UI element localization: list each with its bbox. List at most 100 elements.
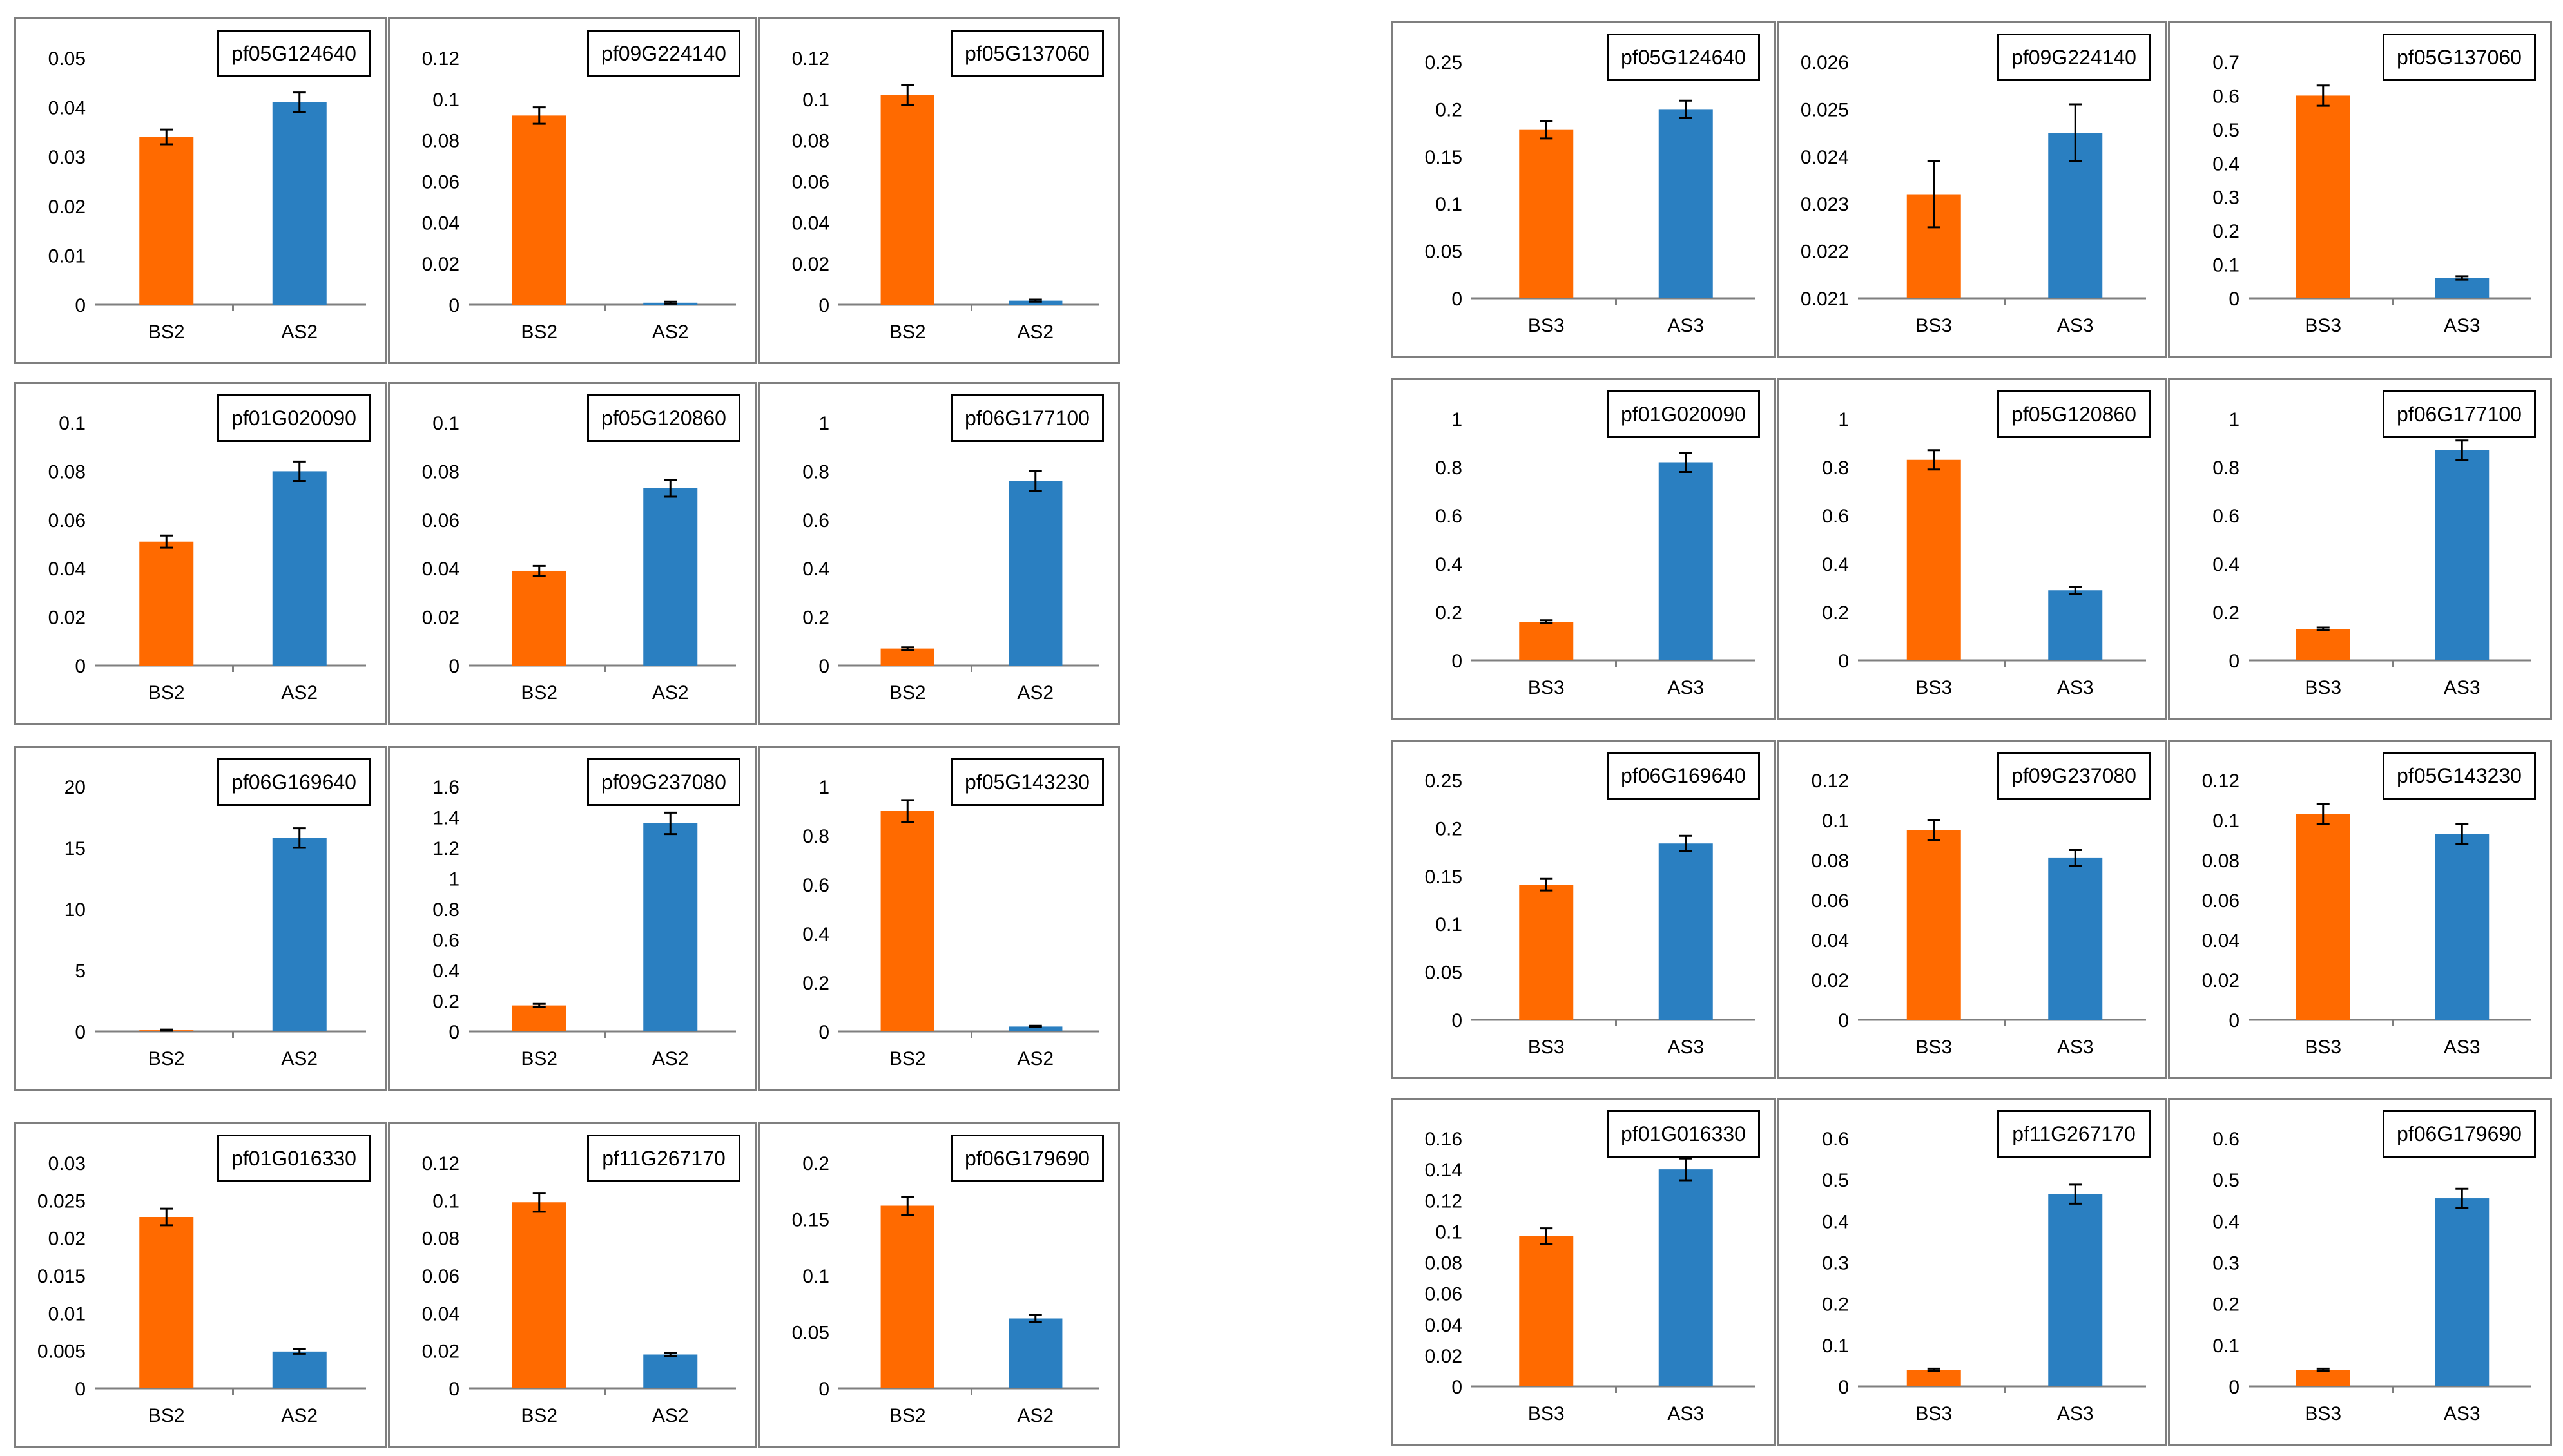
y-tick-label: 0.6: [802, 875, 829, 896]
chart-svg: 0 0.02 0.04 0.06 0.08 0.1 0.12 0.14 0.16 BS3 AS3: [1425, 1129, 1755, 1424]
y-tick-label: 0.2: [2212, 1294, 2239, 1316]
chart-svg: 0 0.2 0.4 0.6 0.8 1 BS2 AS2: [802, 413, 1099, 704]
chart-svg: 0 0.05 0.1 0.15 0.2 0.25 BS3 AS3: [1425, 771, 1755, 1058]
gene-label: pf01G020090: [217, 394, 371, 442]
y-tick-label: 0.2: [432, 991, 459, 1013]
bar-bs2: [139, 541, 194, 666]
x-tick-label: AS3: [2444, 315, 2481, 336]
x-tick-label: AS2: [652, 1405, 689, 1426]
chart-panel-pf06G179690: 0 0.1 0.2 0.3 0.4 0.5 0.6 BS3 AS3 pf06G179690: [2168, 1098, 2552, 1446]
y-tick-label: 0.12: [1812, 771, 1849, 792]
y-tick-label: 0.03: [48, 1153, 86, 1174]
y-tick-label: 0.2: [1435, 602, 1462, 624]
bar-as2: [1009, 300, 1063, 305]
y-tick-label: 0.023: [1801, 194, 1849, 215]
chart-svg: 0 0.01 0.02 0.03 0.04 0.05 BS2 AS2: [48, 48, 366, 343]
y-tick-label: 0: [818, 295, 829, 316]
y-tick-label: 0.1: [1822, 810, 1849, 832]
y-tick-label: 0.25: [1425, 771, 1462, 792]
y-tick-label: 0.04: [422, 213, 459, 234]
y-tick-label: 0.1: [432, 413, 459, 434]
y-tick-label: 1.4: [432, 808, 459, 829]
y-tick-label: 1: [818, 777, 829, 798]
error-bar-bs2: [160, 128, 173, 146]
y-tick-label: 0.4: [1822, 1211, 1849, 1232]
error-bar-as2: [664, 479, 677, 498]
bar-bs3: [2296, 1370, 2350, 1386]
y-tick-label: 0.2: [802, 608, 829, 629]
error-bar-as2: [293, 91, 306, 113]
y-tick-label: 0.1: [2212, 810, 2239, 832]
chart-svg: 0 0.2 0.4 0.6 0.8 1 1.2 1.4 1.6 BS2 AS2: [432, 777, 736, 1069]
y-tick-label: 0: [75, 1022, 86, 1043]
chart-svg: 0 0.2 0.4 0.6 0.8 1 BS2 AS2: [802, 777, 1099, 1069]
chart-panel-pf05G137060: 0 0.1 0.2 0.3 0.4 0.5 0.6 0.7 BS3 AS3 pf05G137060: [2168, 21, 2552, 358]
y-tick-label: 0.04: [1425, 1315, 1462, 1336]
bar-bs3: [1906, 459, 1961, 660]
x-tick-label: AS2: [652, 321, 689, 343]
y-tick-label: 0: [2229, 651, 2239, 672]
chart-panel-pf11G267170: 0 0.1 0.2 0.3 0.4 0.5 0.6 BS3 AS3 pf11G267170: [1777, 1098, 2167, 1446]
bar-as2: [272, 1351, 327, 1388]
x-tick-label: BS2: [521, 321, 557, 343]
y-tick-label: 0.02: [2202, 970, 2239, 991]
chart-panel-pf05G137060: 0 0.02 0.04 0.06 0.08 0.1 0.12 BS2 AS2 pf05G13706…: [758, 17, 1120, 364]
bar-as3: [2435, 278, 2490, 298]
y-tick-label: 0.08: [2202, 850, 2239, 872]
chart-panel-pf09G224140: 0.021 0.022 0.023 0.024 0.025 0.026 BS3 AS3 pf09…: [1777, 21, 2167, 358]
error-bar-bs3: [1540, 619, 1553, 624]
y-tick-label: 0.2: [1435, 99, 1462, 120]
x-tick-label: AS3: [1667, 1037, 1704, 1058]
y-tick-label: 0.6: [2212, 86, 2239, 107]
y-tick-label: 0.4: [802, 559, 829, 580]
y-tick-label: 0.12: [422, 1153, 459, 1174]
bar-as3: [2048, 1194, 2103, 1386]
y-tick-label: 0: [1451, 289, 1462, 310]
y-tick-label: 0: [818, 1022, 829, 1043]
y-tick-label: 0.05: [48, 48, 86, 70]
bar-as3: [1658, 462, 1713, 660]
y-tick-label: 0.15: [1425, 147, 1462, 168]
y-tick-label: 0.1: [432, 90, 459, 111]
x-tick-label: AS3: [1667, 1403, 1704, 1424]
error-bar-bs3: [2316, 1367, 2330, 1372]
y-tick-label: 0.12: [792, 48, 829, 70]
y-tick-label: 0.05: [1425, 242, 1462, 263]
x-tick-label: AS3: [2057, 315, 2094, 336]
bar-bs2: [512, 570, 566, 666]
y-tick-label: 0.04: [48, 98, 86, 119]
error-bar-bs3: [1927, 1367, 1940, 1372]
x-tick-label: BS2: [148, 321, 185, 343]
y-tick-label: 0: [1838, 1377, 1849, 1398]
y-tick-label: 0: [1451, 651, 1462, 672]
bar-as2: [272, 102, 327, 305]
y-tick-label: 0.06: [422, 510, 459, 532]
error-bar-bs2: [532, 106, 546, 125]
bar-bs3: [2296, 95, 2350, 298]
y-tick-label: 0.14: [1425, 1160, 1462, 1181]
bar-as2: [272, 471, 327, 666]
error-bar-bs3: [1540, 1227, 1553, 1245]
y-tick-label: 0.02: [48, 608, 86, 629]
gene-label: pf01G020090: [1607, 390, 1760, 438]
y-tick-label: 0.1: [802, 90, 829, 111]
y-tick-label: 0.08: [1812, 850, 1849, 872]
gene-label: pf09G224140: [1997, 34, 2151, 81]
y-tick-label: 0.04: [792, 213, 829, 234]
bar-as2: [1009, 481, 1063, 666]
chart-panel-pf05G120860: 0 0.02 0.04 0.06 0.08 0.1 BS2 AS2 pf05G120860: [388, 382, 757, 725]
x-tick-label: AS2: [652, 1048, 689, 1069]
bar-bs2: [880, 95, 934, 305]
x-tick-label: BS2: [148, 1405, 185, 1426]
gene-label: pf05G120860: [1997, 390, 2151, 438]
error-bar-bs2: [532, 1192, 546, 1213]
bar-bs3: [1519, 129, 1574, 299]
y-tick-label: 0.01: [48, 1303, 86, 1325]
error-bar-as3: [2069, 1183, 2082, 1205]
error-bar-as3: [1679, 834, 1692, 852]
y-tick-label: 0.04: [2202, 930, 2239, 952]
y-tick-label: 0.021: [1801, 289, 1849, 310]
y-tick-label: 0.12: [422, 48, 459, 70]
y-tick-label: 0.06: [422, 1266, 459, 1287]
